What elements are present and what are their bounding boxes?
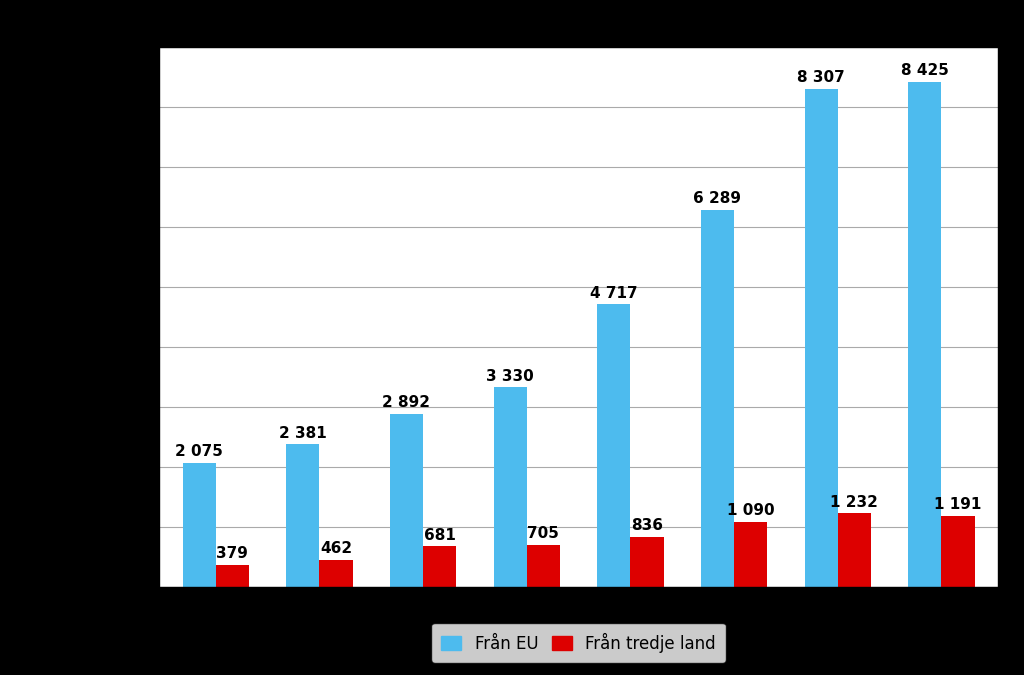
Bar [631,537,664,587]
Bar [287,444,319,587]
Bar [423,546,457,587]
Bar [216,564,249,587]
Bar [734,522,767,587]
Bar [526,545,560,587]
Bar [941,516,975,587]
Bar [494,387,526,587]
Bar [700,210,734,587]
Text: 462: 462 [319,541,352,556]
Bar [597,304,631,587]
Text: 3 330: 3 330 [486,369,535,384]
Bar [908,82,941,587]
Text: 1 191: 1 191 [934,497,982,512]
Legend: Från EU, Från tredje land: Från EU, Från tredje land [431,622,726,663]
Text: 2 075: 2 075 [175,444,223,459]
Y-axis label: Miljoner euro: Miljoner euro [72,263,90,371]
Text: 1 232: 1 232 [830,495,879,510]
Text: 1 090: 1 090 [727,504,774,518]
Text: 2 892: 2 892 [383,395,430,410]
Text: 2 381: 2 381 [279,426,327,441]
Text: 6 289: 6 289 [693,191,741,207]
Text: 836: 836 [631,518,663,533]
Bar [182,463,216,587]
Bar [805,89,838,587]
Text: 4 717: 4 717 [590,286,638,300]
Bar [319,560,352,587]
Text: 8 307: 8 307 [798,70,845,85]
Text: 379: 379 [216,546,248,561]
Text: 8 425: 8 425 [901,63,948,78]
Bar [838,513,870,587]
Text: 705: 705 [527,526,559,541]
Bar [390,414,423,587]
Text: 681: 681 [424,528,456,543]
